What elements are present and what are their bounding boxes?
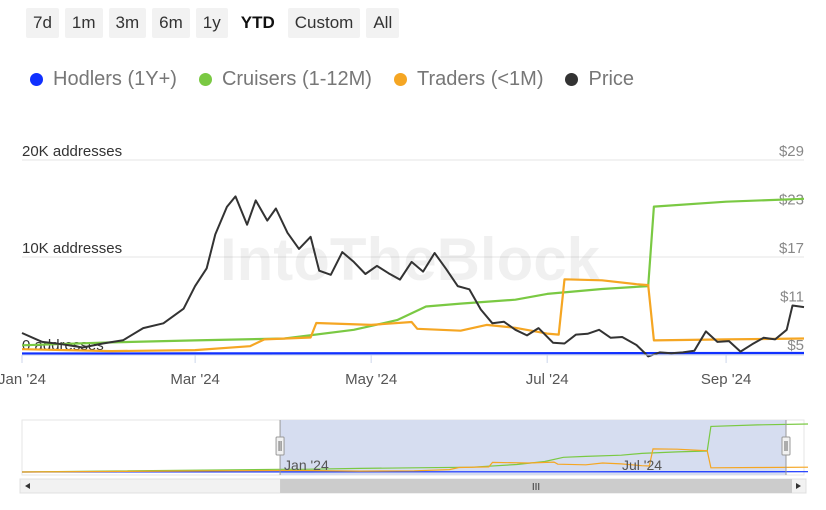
range-button-ytd[interactable]: YTD: [233, 8, 282, 38]
navigator-label: Jan '24: [284, 457, 329, 473]
watermark: IntoTheBlock: [220, 226, 601, 293]
legend-item[interactable]: Price: [565, 68, 634, 91]
y-right-tick-label: $29: [779, 143, 804, 160]
legend-dot-icon: [30, 73, 43, 86]
scroll-right-icon[interactable]: [796, 483, 801, 489]
navigator[interactable]: Jan '24 Jul '24 III: [0, 415, 826, 500]
series-line-hodlers: [21, 351, 805, 355]
x-tick-label: Sep '24: [701, 371, 751, 388]
legend-item[interactable]: Traders (<1M): [393, 68, 544, 91]
range-button-3m[interactable]: 3m: [108, 8, 147, 38]
y-right-tick-label: $17: [779, 240, 804, 257]
legend-dot-icon: [393, 73, 407, 86]
series-line-price: [21, 195, 805, 358]
range-button-7d[interactable]: 7d: [26, 8, 59, 38]
range-button-all[interactable]: All: [366, 8, 400, 38]
range-button-6m[interactable]: 6m: [152, 8, 190, 38]
y-right-tick-label: $5: [787, 337, 804, 354]
legend-label: Price: [588, 68, 635, 90]
legend-item[interactable]: Hodlers (1Y+): [30, 68, 177, 91]
range-selector: 7d 1m 3m 6m 1y YTD Custom All: [26, 8, 400, 38]
x-tick-label: Mar '24: [170, 371, 220, 388]
y-right-tick-label: $11: [780, 289, 804, 306]
navigator-selection[interactable]: [280, 420, 786, 475]
scrollbar-thumb[interactable]: [280, 479, 792, 493]
scrollbar-grip-icon: III: [532, 482, 540, 493]
series-line-cruisers: [21, 197, 805, 347]
legend-item[interactable]: Cruisers (1-12M): [198, 68, 372, 91]
navigator-label: Jul '24: [622, 457, 662, 473]
x-tick-label: Jan '24: [0, 371, 46, 388]
navigator-handle[interactable]: [781, 436, 791, 456]
chart-legend: Hodlers (1Y+) Cruisers (1-12M) Traders (<1…: [30, 68, 634, 91]
series-line-traders: [21, 278, 805, 353]
scroll-left-icon[interactable]: [25, 483, 30, 489]
x-tick-label: Jul '24: [526, 371, 569, 388]
range-button-1m[interactable]: 1m: [64, 8, 103, 38]
range-button-1y[interactable]: 1y: [195, 8, 228, 38]
legend-dot-icon: [198, 73, 212, 86]
y-left-tick-label: 20K addresses: [22, 143, 122, 160]
legend-label: Traders (<1M): [416, 68, 544, 90]
navigator-handle[interactable]: [275, 436, 285, 456]
range-button-custom[interactable]: Custom: [287, 8, 361, 38]
legend-label: Cruisers (1-12M): [221, 68, 372, 90]
legend-dot-icon: [565, 73, 579, 86]
legend-label: Hodlers (1Y+): [53, 68, 177, 90]
x-tick-label: May '24: [345, 371, 397, 388]
y-left-tick-label: 10K addresses: [22, 240, 122, 257]
navigator-series-line: [21, 423, 809, 473]
navigator-series-line: [21, 448, 809, 473]
